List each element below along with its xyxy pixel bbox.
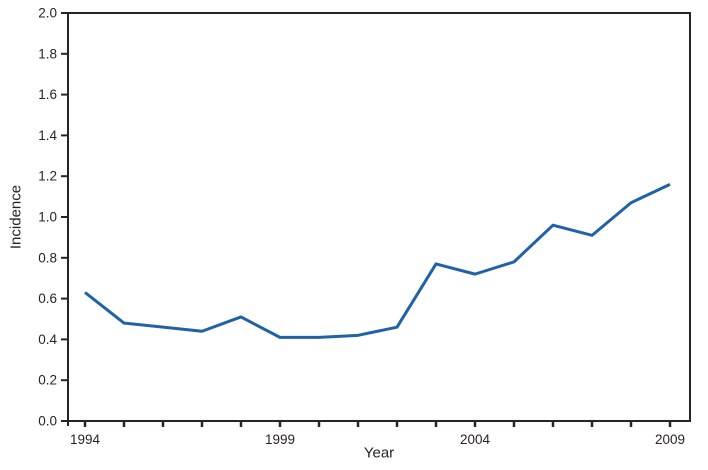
incidence-line	[84, 183, 671, 339]
plot-border	[67, 12, 691, 422]
y-tick-label: 1.8	[38, 46, 57, 61]
x-tick-label: 1999	[265, 432, 295, 447]
y-tick-label: 0.6	[38, 291, 57, 306]
x-tick-label: 2004	[460, 432, 491, 447]
x-tick-label: 1994	[70, 432, 101, 447]
y-tick-label: 0.0	[38, 414, 57, 429]
y-tick-label: 1.4	[38, 128, 57, 143]
x-axis-title: Year	[363, 444, 395, 462]
y-axis-title: Incidence	[7, 184, 25, 250]
y-tick-label: 1.6	[38, 87, 57, 102]
x-tick-label: 2009	[655, 432, 685, 447]
y-tick-label: 1.2	[38, 169, 57, 184]
y-tick-label: 0.2	[38, 373, 57, 388]
y-tick-label: 1.0	[38, 210, 57, 225]
y-tick-label: 0.8	[38, 250, 57, 265]
y-tick-label: 2.0	[38, 6, 57, 21]
y-tick-label: 0.4	[38, 332, 57, 347]
